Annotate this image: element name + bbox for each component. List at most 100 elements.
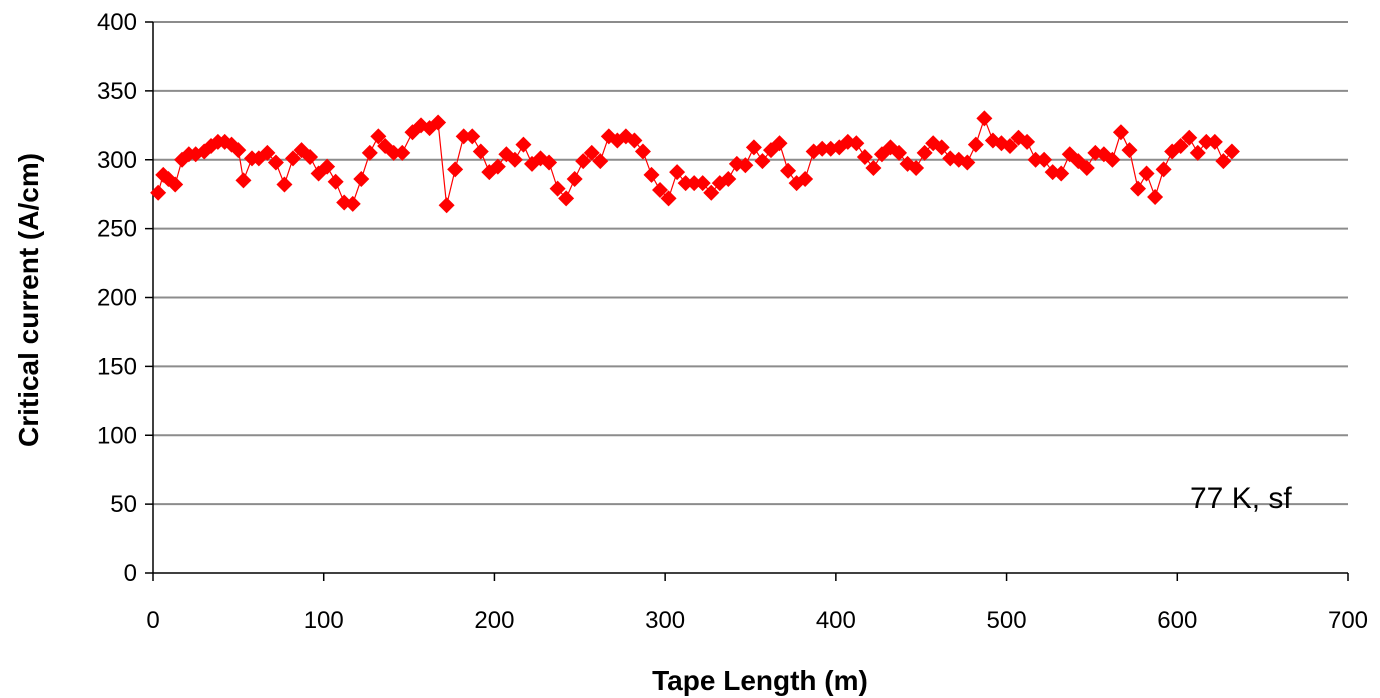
y-tick-label: 300: [97, 147, 137, 174]
data-point: [1036, 151, 1053, 168]
data-point: [592, 153, 609, 170]
data-point: [302, 148, 319, 165]
x-tick-label: 200: [474, 607, 514, 634]
data-point: [634, 143, 651, 160]
data-point: [361, 144, 378, 161]
x-axis-title: Tape Length (m): [652, 665, 868, 696]
data-point: [167, 176, 184, 193]
data-point: [720, 171, 737, 188]
data-point: [848, 135, 865, 152]
data-point: [1215, 153, 1232, 170]
data-point: [745, 139, 762, 156]
data-series: [150, 110, 1240, 214]
data-point: [464, 128, 481, 145]
data-point: [150, 184, 167, 201]
data-point: [575, 153, 592, 170]
data-point: [506, 151, 523, 168]
y-tick-label: 150: [97, 353, 137, 380]
y-tick-label: 200: [97, 285, 137, 312]
data-point: [438, 197, 455, 214]
data-point: [703, 184, 720, 201]
data-point: [1155, 161, 1172, 178]
data-point: [1001, 137, 1018, 154]
data-point: [1198, 133, 1215, 150]
data-point: [626, 132, 643, 149]
data-point: [891, 144, 908, 161]
data-point: [652, 182, 669, 199]
data-point: [284, 150, 301, 167]
data-point: [1027, 151, 1044, 168]
y-tick-label: 100: [97, 422, 137, 449]
data-point: [370, 128, 387, 145]
data-point: [319, 158, 336, 175]
x-tick-label: 300: [645, 607, 685, 634]
data-point: [472, 143, 489, 160]
data-point: [686, 175, 703, 192]
data-point: [669, 164, 686, 181]
data-point: [780, 162, 797, 179]
data-point: [1147, 188, 1164, 205]
x-tick-label: 700: [1328, 607, 1368, 634]
data-point: [908, 160, 925, 177]
x-tick-label: 400: [816, 607, 856, 634]
data-point: [1172, 137, 1189, 154]
data-point: [430, 114, 447, 131]
data-point: [916, 144, 933, 161]
axes: [145, 21, 1349, 581]
data-point: [447, 161, 464, 178]
data-point: [267, 154, 284, 171]
gridlines: [153, 21, 1348, 506]
data-point: [515, 136, 532, 153]
x-tick-label: 600: [1157, 607, 1197, 634]
y-axis-title: Critical current (A/cm): [13, 153, 44, 447]
data-point: [1053, 165, 1070, 182]
data-point: [677, 175, 694, 192]
data-point: [327, 173, 344, 190]
data-point: [583, 144, 600, 161]
data-point: [660, 190, 677, 207]
data-point: [549, 180, 566, 197]
data-point: [455, 128, 472, 145]
y-tick-label: 0: [124, 560, 137, 587]
data-point: [558, 190, 575, 207]
x-tick-label: 500: [987, 607, 1027, 634]
data-point: [344, 195, 361, 212]
y-tick-label: 400: [97, 9, 137, 36]
data-point: [566, 171, 583, 188]
data-point: [797, 171, 814, 188]
data-point: [1223, 143, 1240, 160]
x-tick-labels: 0 100 200 300 400 500 600 700: [146, 607, 1368, 634]
data-point: [976, 110, 993, 127]
data-point: [737, 157, 754, 174]
data-point: [353, 171, 370, 188]
data-point: [1078, 160, 1095, 177]
data-point: [259, 144, 276, 161]
series-line: [157, 116, 1233, 206]
data-point: [235, 172, 252, 189]
data-point: [643, 166, 660, 183]
data-point: [1138, 165, 1155, 182]
data-point: [967, 136, 984, 153]
data-point: [394, 144, 411, 161]
y-tick-label: 50: [110, 491, 137, 518]
data-point: [933, 139, 950, 156]
data-point: [1181, 129, 1198, 146]
data-point: [856, 148, 873, 165]
data-point: [814, 140, 831, 157]
condition-annotation: 77 K, sf: [1190, 482, 1292, 515]
data-point: [1019, 133, 1036, 150]
data-point: [771, 135, 788, 152]
data-point: [1189, 144, 1206, 161]
data-point: [1010, 129, 1027, 146]
data-point: [385, 144, 402, 161]
data-point: [1121, 142, 1138, 159]
data-point: [694, 175, 711, 192]
data-point: [489, 158, 506, 175]
y-tick-labels: 0 50 100 150 200 250 300 350 400: [97, 9, 137, 587]
data-point: [1104, 151, 1121, 168]
data-point: [1206, 133, 1223, 150]
data-point: [230, 142, 247, 159]
data-point: [865, 160, 882, 177]
data-point: [1130, 180, 1147, 197]
